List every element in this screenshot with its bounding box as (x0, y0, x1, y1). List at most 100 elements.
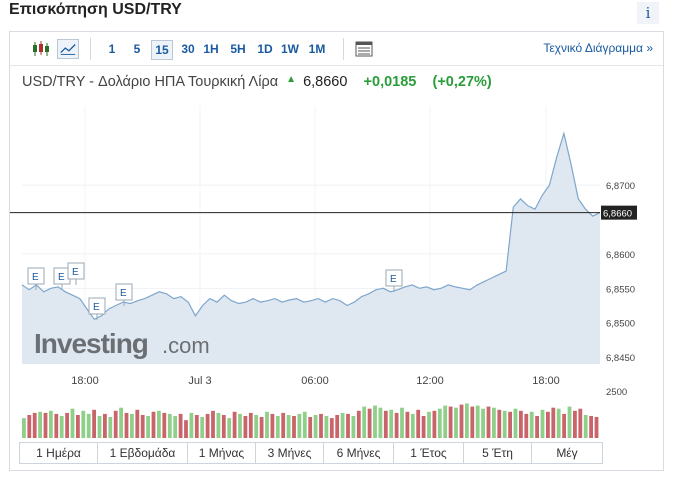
range-button-7[interactable]: 5 Έτη (464, 443, 532, 463)
timeframe-30[interactable]: 30 (181, 42, 195, 56)
event-marker (385, 269, 403, 287)
volume-bar (59, 416, 64, 438)
volume-bar (189, 412, 194, 438)
y-tick-label: 6,8450 (606, 353, 635, 364)
volume-bar (562, 413, 566, 438)
volume-bar (324, 416, 329, 438)
timeframe-1H[interactable]: 1H (203, 42, 219, 56)
volume-bar (43, 412, 48, 438)
range-button-4[interactable]: 3 Μήνες (256, 443, 324, 463)
area-chart-icon[interactable] (57, 39, 79, 59)
current-price-label: 6,8660 (603, 209, 632, 220)
timeframe-15[interactable]: 15 (151, 40, 173, 60)
price-line (21, 131, 601, 321)
timeframe-1D[interactable]: 1D (257, 42, 273, 56)
y-tick-label: 6,8600 (606, 250, 635, 261)
timeframe-1[interactable]: 1 (108, 42, 116, 56)
volume-bar (205, 413, 210, 438)
toolbar-divider (343, 38, 344, 60)
event-marker-label: E (93, 302, 100, 313)
volume-bar (529, 411, 534, 438)
volume-bar (389, 409, 394, 438)
timeframe-1M[interactable]: 1M (308, 42, 326, 56)
event-marker (115, 283, 133, 301)
technical-chart-link[interactable]: Τεχνικό Διάγραμμα » (543, 41, 653, 55)
volume-bar (383, 410, 388, 438)
volume-bar (475, 405, 480, 438)
volume-bar (194, 415, 199, 438)
volume-bar (211, 410, 215, 438)
volume-bar (454, 407, 458, 438)
volume-bar (594, 417, 599, 438)
info-icon[interactable]: i (637, 2, 659, 24)
volume-bar (70, 408, 75, 438)
y-tick-label: 6,8700 (606, 181, 635, 192)
volume-bar (573, 410, 577, 438)
volume-bar (76, 415, 80, 438)
price-chart[interactable]: Investing .com 6,8660 6,8700 6,8600 6,8550 6,8… (10, 98, 665, 438)
volume-bar (297, 413, 302, 438)
volume-bar (508, 411, 512, 438)
event-marker-label: E (72, 267, 79, 278)
volume-bar (513, 408, 518, 438)
chart-widget: Τεχνικό Διάγραμμα » 1 5 15 30 1H 5H 1D 1W 1M USD… (9, 31, 664, 471)
candlestick-icon[interactable] (30, 39, 52, 59)
volume-bar (221, 415, 226, 438)
volume-bar (113, 410, 118, 438)
event-marker-label: E (390, 274, 397, 285)
volume-bar (281, 412, 286, 438)
table-icon[interactable] (353, 39, 375, 59)
chart-toolbar: Τεχνικό Διάγραμμα » 1 5 15 30 1H 5H 1D 1W 1M (10, 32, 663, 66)
range-button-5[interactable]: 6 Μήνες (324, 443, 394, 463)
range-button-2[interactable]: 1 Εβδομάδα (98, 443, 188, 463)
price-change-pct: (+0,27%) (432, 74, 492, 90)
volume-bar (308, 417, 313, 438)
volume-bar (157, 410, 161, 438)
timeframe-5H[interactable]: 5H (230, 42, 246, 56)
volume-bar (286, 415, 291, 438)
volume-bar (216, 412, 221, 438)
volume-bar (173, 416, 178, 438)
volume-bar (65, 412, 69, 438)
volume-bar (486, 406, 491, 438)
last-price: 6,8660 (303, 74, 348, 90)
range-button-3[interactable]: 1 Μήνας (188, 443, 256, 463)
volume-bar (481, 408, 485, 438)
range-button-1[interactable]: 1 Ημέρα (20, 443, 98, 463)
volume-bar (275, 416, 280, 438)
volume-bar (248, 412, 253, 438)
volume-bar (356, 410, 361, 438)
timeframe-1W[interactable]: 1W (281, 42, 299, 56)
volume-bar (578, 408, 583, 438)
range-button-6[interactable]: 1 Έτος (394, 443, 464, 463)
volume-bar (227, 418, 232, 438)
x-tick-label: 18:00 (71, 375, 99, 387)
volume-bar (167, 413, 172, 438)
volume-bar (243, 416, 248, 438)
volume-bar (540, 409, 545, 438)
volume-bar (81, 410, 86, 438)
range-button-8[interactable]: Μέγ (532, 443, 602, 463)
volume-bar (432, 410, 437, 438)
timeframe-5[interactable]: 5 (133, 42, 141, 56)
page-title: Επισκόπηση USD/TRY (9, 1, 182, 18)
volume-bar (556, 408, 561, 438)
volume-bar (86, 413, 91, 438)
volume-bar (124, 412, 129, 438)
volume-bar (254, 415, 259, 438)
y-tick-label: 6,8500 (606, 319, 635, 330)
volume-bar (265, 411, 269, 438)
volume-bar (470, 406, 475, 438)
volume-bar (519, 410, 523, 438)
volume-bar (362, 406, 367, 438)
volume-bar (232, 411, 237, 438)
x-tick-label: 06:00 (301, 375, 329, 387)
volume-bar (502, 410, 507, 438)
instrument-name: USD/TRY - Δολάριο ΗΠΑ Τουρκική Λίρα (22, 74, 279, 90)
volume-tick-label: 2500 (606, 387, 627, 398)
volume-bar (130, 413, 134, 438)
volume-bar (200, 417, 205, 438)
volume-bar (443, 405, 448, 438)
volume-bar (497, 409, 502, 438)
volume-bar (524, 413, 529, 438)
